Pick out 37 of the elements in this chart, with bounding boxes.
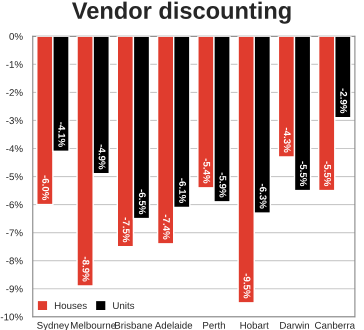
x-tick-label: Hobart [240, 322, 269, 329]
y-tick-label: -4% [6, 145, 23, 152]
y-tick-label: -10% [0, 314, 23, 320]
y-tick-label: -1% [6, 61, 23, 68]
y-tick-label: -2% [6, 89, 23, 96]
x-tick-label: Darwin [280, 322, 309, 329]
legend-label: Units [113, 302, 134, 310]
x-tick-label: Brisbane [115, 322, 152, 329]
data-label: -4.3% [284, 128, 291, 152]
data-label: -7.4% [163, 214, 170, 240]
x-tick-label: Melbourne [70, 322, 116, 329]
data-label: -9.5% [244, 274, 250, 298]
data-label: -6.1% [179, 178, 186, 203]
y-tick-label: -5% [6, 173, 23, 180]
x-tick-label: Adelaide [154, 322, 192, 329]
data-label: -6.3% [260, 184, 267, 209]
data-label: -5.9% [219, 172, 226, 198]
data-label: -6.5% [138, 189, 146, 214]
data-label: -5.5% [300, 161, 307, 186]
chart-title: Vendor discounting [72, 2, 291, 24]
data-label: -7.5% [122, 217, 130, 242]
legend-label: Houses [54, 302, 87, 310]
x-tick-label: Perth [203, 322, 225, 329]
data-label: -5.4% [203, 158, 210, 184]
x-tick-label: Canberra [314, 322, 356, 329]
y-tick-label: -9% [6, 285, 23, 292]
data-label: -6.0% [42, 175, 50, 200]
y-tick-label: -7% [6, 229, 23, 236]
data-label: -4.1% [58, 122, 66, 147]
y-tick-label: -8% [6, 257, 23, 264]
data-label: -4.9% [98, 144, 106, 170]
y-tick-label: -6% [6, 201, 23, 208]
data-label: -2.9% [340, 88, 348, 114]
data-label: -8.9% [82, 256, 90, 282]
y-tick-label: 0% [9, 33, 23, 40]
data-label: -5.5% [324, 161, 331, 186]
y-tick-label: -3% [6, 117, 23, 124]
